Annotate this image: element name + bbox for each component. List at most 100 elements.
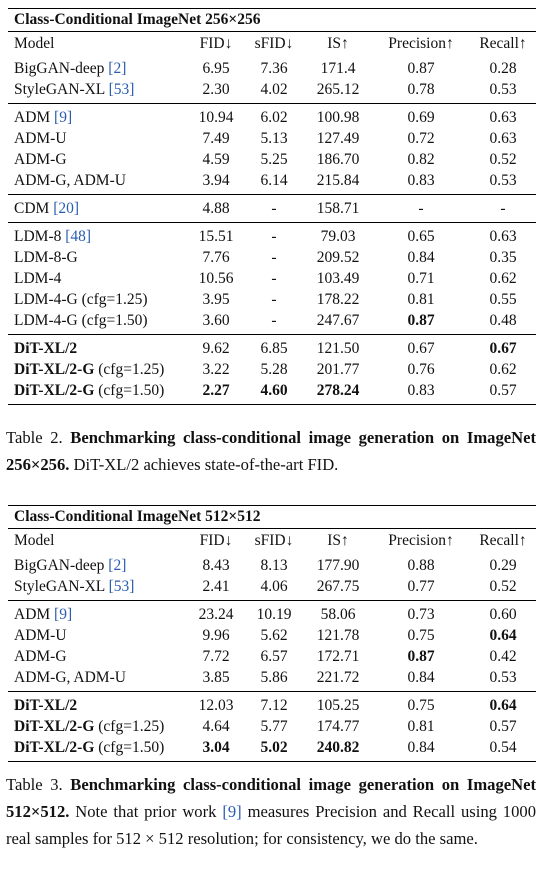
precision-cell: 0.65 (407, 228, 435, 245)
model-name: ADM-G, ADM-U (14, 669, 126, 686)
citation-link[interactable]: [2] (108, 60, 127, 77)
table-row: DiT-XL/2 12.03 7.12 105.25 0.75 0.64 (8, 695, 536, 716)
fid-cell: 3.94 (202, 172, 230, 189)
fid-cell: 2.41 (202, 578, 230, 595)
is-cell: 221.72 (316, 669, 360, 686)
model-config: (cfg=1.25) (94, 718, 165, 735)
fid-cell: 4.64 (202, 718, 230, 735)
sfid-cell: 5.28 (260, 361, 288, 378)
model-name: StyleGAN-XL (14, 578, 109, 595)
citation-link[interactable]: [9] (54, 109, 73, 126)
model-name-cell: ADM-G, ADM-U (8, 667, 188, 688)
is-cell: 79.03 (320, 228, 356, 245)
table-row: LDM-4-G (cfg=1.50) 3.60 - 247.67 0.87 0.48 (8, 310, 536, 331)
is-cell: 240.82 (316, 739, 360, 756)
citation-link[interactable]: [48] (65, 228, 92, 245)
sfid-cell: 5.62 (260, 627, 288, 644)
header-recall: Recall↑ (479, 532, 527, 549)
model-name: CDM (14, 200, 54, 217)
is-cell: 105.25 (316, 697, 360, 714)
header-fid: FID↓ (199, 35, 233, 52)
sfid-cell: 5.13 (260, 130, 288, 147)
sfid-cell: 7.36 (260, 60, 288, 77)
model-name: ADM-U (14, 130, 67, 147)
is-cell: 121.50 (316, 340, 360, 357)
sfid-cell: 7.12 (260, 697, 288, 714)
is-cell: 172.71 (316, 648, 360, 665)
model-name: ADM-G (14, 648, 67, 665)
recall-cell: 0.63 (489, 109, 517, 126)
table-512: Class-Conditional ImageNet 512×512 Model… (8, 505, 536, 762)
citation-link[interactable]: [53] (108, 81, 135, 98)
recall-cell: 0.55 (489, 291, 517, 308)
is-cell: 215.84 (316, 172, 360, 189)
recall-cell: 0.64 (489, 697, 517, 714)
model-name-cell: ADM [9] (8, 604, 188, 625)
fid-cell: 3.95 (202, 291, 230, 308)
citation-link[interactable]: [53] (108, 578, 135, 595)
table-3-caption: Table 3. Benchmarking class-conditional … (6, 771, 536, 852)
table-row-group: LDM-8 [48] 15.51 - 79.03 0.65 0.63 LDM-8-G 7.76… (8, 222, 536, 334)
is-cell: 158.71 (316, 200, 360, 217)
sfid-cell: 8.13 (260, 557, 288, 574)
sfid-cell: 5.86 (260, 669, 288, 686)
is-cell: 103.49 (316, 270, 360, 287)
model-name: DiT-XL/2 (14, 340, 78, 357)
table-row: ADM-U 9.96 5.62 121.78 0.75 0.64 (8, 625, 536, 646)
recall-cell: 0.57 (489, 718, 517, 735)
table-row: ADM [9] 10.94 6.02 100.98 0.69 0.63 (8, 107, 536, 128)
model-name-cell: DiT-XL/2-G (cfg=1.50) (8, 380, 188, 401)
model-name-cell: LDM-4-G (cfg=1.25) (8, 289, 188, 310)
model-name: DiT-XL/2-G (14, 739, 95, 756)
sfid-cell: - (271, 228, 277, 245)
is-cell: 209.52 (316, 249, 360, 266)
precision-cell: 0.84 (407, 739, 435, 756)
sfid-cell: 5.77 (260, 718, 288, 735)
model-name: DiT-XL/2-G (14, 382, 95, 399)
table-2-caption: Table 2. Benchmarking class-conditional … (6, 424, 536, 478)
precision-cell: - (418, 200, 424, 217)
precision-cell: 0.83 (407, 172, 435, 189)
fid-cell: 7.49 (202, 130, 230, 147)
fid-cell: 15.51 (198, 228, 234, 245)
table-body: BigGAN-deep [2] 8.43 8.13 177.90 0.88 0.29 Sty… (8, 552, 536, 762)
caption-text: DiT-XL/2 achieves state-of-the-art FID. (69, 455, 339, 474)
table-title: Class-Conditional ImageNet 256×256 (8, 8, 536, 31)
fid-cell: 12.03 (198, 697, 234, 714)
header-is: IS↑ (327, 532, 349, 549)
fid-cell: 2.27 (202, 382, 230, 399)
table-body: BigGAN-deep [2] 6.95 7.36 171.4 0.87 0.28 Styl… (8, 55, 536, 405)
table-row: LDM-8-G 7.76 - 209.52 0.84 0.35 (8, 247, 536, 268)
model-name: ADM (14, 606, 55, 623)
sfid-cell: 6.02 (260, 109, 288, 126)
precision-cell: 0.71 (407, 270, 435, 287)
model-name-cell: ADM-G (8, 149, 188, 170)
precision-cell: 0.84 (407, 249, 435, 266)
header-sfid: sFID↓ (254, 35, 294, 52)
is-cell: 177.90 (316, 557, 360, 574)
citation-link[interactable]: [2] (108, 557, 127, 574)
recall-cell: 0.53 (489, 172, 517, 189)
precision-cell: 0.76 (407, 361, 435, 378)
table-header-row: Model FID↓ sFID↓ IS↑ Precision↑ Recall↑ (8, 31, 536, 55)
model-name: ADM-U (14, 627, 67, 644)
model-name-cell: DiT-XL/2-G (cfg=1.25) (8, 359, 188, 380)
table-row: ADM-G, ADM-U 3.94 6.14 215.84 0.83 0.53 (8, 170, 536, 191)
table-row: ADM-G 4.59 5.25 186.70 0.82 0.52 (8, 149, 536, 170)
table-row: ADM-G 7.72 6.57 172.71 0.87 0.42 (8, 646, 536, 667)
is-cell: 178.22 (316, 291, 360, 308)
precision-cell: 0.81 (407, 718, 435, 735)
citation-link[interactable]: [20] (53, 200, 80, 217)
recall-cell: 0.64 (489, 627, 517, 644)
is-cell: 58.06 (320, 606, 356, 623)
model-name: LDM-4-G (cfg=1.50) (14, 312, 148, 329)
precision-cell: 0.75 (407, 697, 435, 714)
citation-link[interactable]: [9] (54, 606, 73, 623)
citation-link[interactable]: [9] (222, 802, 242, 821)
model-name: ADM (14, 109, 55, 126)
fid-cell: 7.72 (202, 648, 230, 665)
model-name-cell: LDM-4 (8, 268, 188, 289)
fid-cell: 9.62 (202, 340, 230, 357)
recall-cell: 0.54 (489, 739, 517, 756)
table-row: ADM-U 7.49 5.13 127.49 0.72 0.63 (8, 128, 536, 149)
